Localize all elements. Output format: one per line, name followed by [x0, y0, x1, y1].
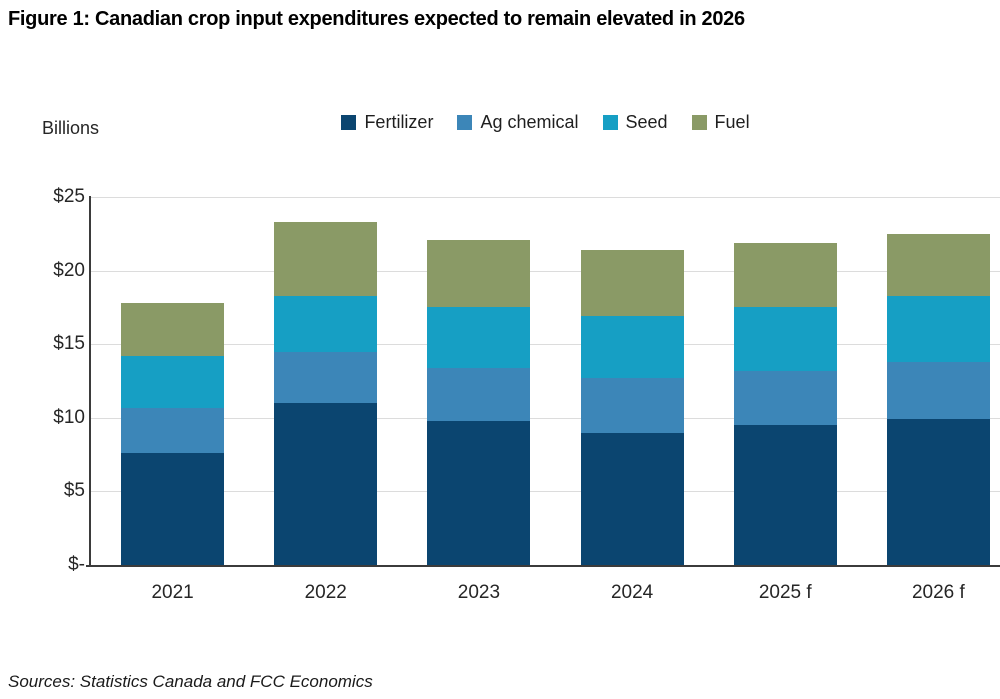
bar-segment-ag-chemical-2026-f: [886, 361, 990, 420]
bar-segment-seed-2026-f: [886, 295, 990, 362]
x-tick-label: 2022: [304, 582, 347, 603]
legend-label: Fertilizer: [364, 112, 434, 132]
x-tick-label: 2021: [151, 582, 194, 603]
bar-segment-seed-2024: [580, 316, 684, 379]
y-tick-label: $20: [53, 259, 85, 281]
bar-segment-seed-2022: [274, 295, 378, 352]
bar-segment-fuel-2026-f: [886, 233, 990, 296]
bar-segment-ag-chemical-2025-f: [733, 370, 837, 426]
bar-segment-seed-2023: [427, 307, 531, 368]
x-tick-label: 2026 f: [911, 582, 965, 603]
bar-segment-fertilizer-2026-f: [886, 419, 990, 565]
legend-item-seed: Seed: [602, 112, 668, 133]
legend-swatch-seed: [602, 115, 618, 130]
bar-segment-seed-2021: [121, 355, 225, 408]
gridline: [91, 417, 1000, 419]
legend-label: Ag chemical: [480, 112, 579, 132]
bar-segment-ag-chemical-2022: [274, 351, 378, 404]
bar-segment-fuel-2022: [274, 222, 378, 296]
y-tick-label: $-: [68, 554, 85, 575]
y-tick-label: $25: [53, 186, 85, 207]
bar-segment-fuel-2021: [121, 303, 225, 356]
y-tick-label: $15: [53, 333, 85, 355]
y-axis-line: [89, 196, 91, 567]
bar-segment-fertilizer-2021: [121, 453, 225, 565]
x-tick-label: 2025 f: [758, 582, 812, 603]
gridline: [91, 491, 1000, 493]
gridline: [91, 270, 1000, 272]
legend: Fertilizer Ag chemical Seed Fuel: [91, 112, 1000, 133]
x-tick-label: 2024: [610, 582, 654, 603]
gridline: [91, 197, 1000, 198]
bar-segment-fertilizer-2025-f: [733, 425, 837, 565]
bar-segment-fertilizer-2022: [274, 403, 378, 565]
gridline: [91, 344, 1000, 346]
bar-segment-ag-chemical-2023: [427, 367, 531, 421]
legend-item-ag-chemical: Ag chemical: [457, 112, 579, 133]
x-axis-tick-labels: 2021 2022 2023 2024 2025 f 2026 f: [91, 582, 1000, 610]
bar-segment-fuel-2024: [580, 250, 684, 317]
bar-segment-fuel-2023: [427, 239, 531, 308]
bar-segment-seed-2025-f: [733, 307, 837, 371]
bar-segment-ag-chemical-2021: [121, 407, 225, 454]
legend-swatch-ag-chemical: [457, 115, 473, 130]
bar-segment-fertilizer-2024: [580, 432, 684, 565]
x-axis-line: [86, 565, 1000, 567]
legend-label: Seed: [625, 112, 668, 132]
source-attribution: Sources: Statistics Canada and FCC Econo…: [8, 672, 373, 691]
bar-segment-fertilizer-2023: [427, 420, 531, 565]
legend-label: Fuel: [714, 112, 750, 132]
legend-item-fuel: Fuel: [691, 112, 750, 133]
y-tick-label: $10: [53, 406, 85, 428]
figure-title: Figure 1: Canadian crop input expenditur…: [8, 8, 745, 30]
y-axis-unit-label: Billions: [42, 118, 100, 138]
plot-area: [91, 197, 1000, 565]
bar-segment-fuel-2025-f: [733, 242, 837, 308]
bar-segment-ag-chemical-2024: [580, 378, 684, 433]
legend-item-fertilizer: Fertilizer: [341, 112, 433, 133]
y-axis-tick-labels: $25 $20 $15 $10 $5 $-: [0, 186, 85, 575]
x-tick-label: 2023: [457, 582, 501, 603]
legend-swatch-fertilizer: [341, 115, 357, 130]
y-tick-label: $5: [63, 480, 85, 502]
legend-swatch-fuel: [691, 115, 707, 130]
